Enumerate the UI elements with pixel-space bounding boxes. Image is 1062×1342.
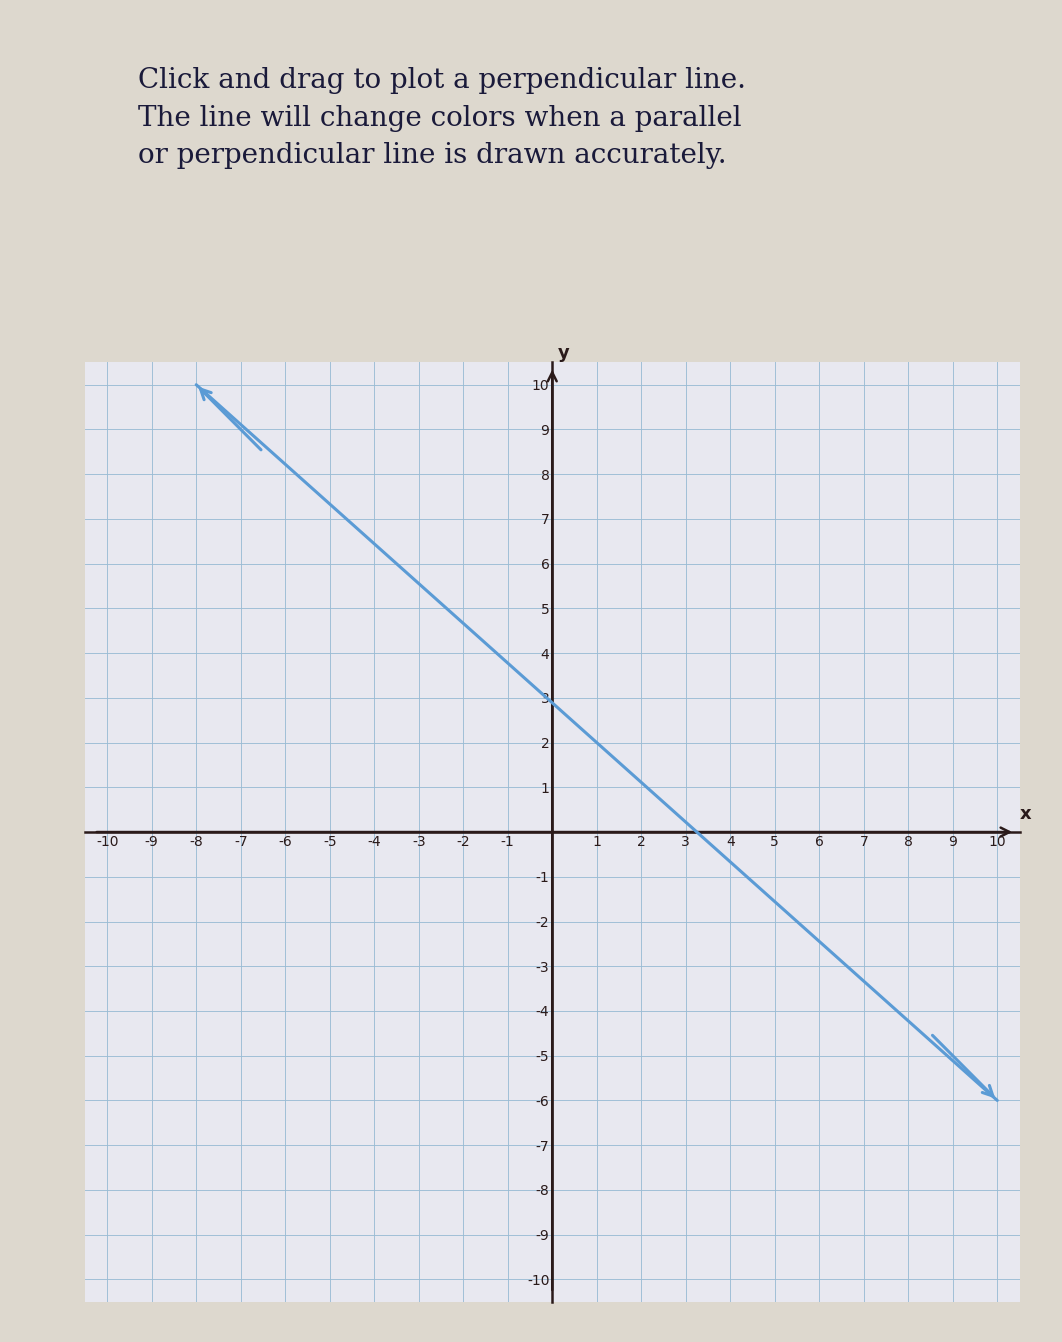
Text: x: x <box>1020 805 1031 823</box>
Text: y: y <box>558 345 569 362</box>
Text: Click and drag to plot a perpendicular line.
The line will change colors when a : Click and drag to plot a perpendicular l… <box>138 67 747 169</box>
